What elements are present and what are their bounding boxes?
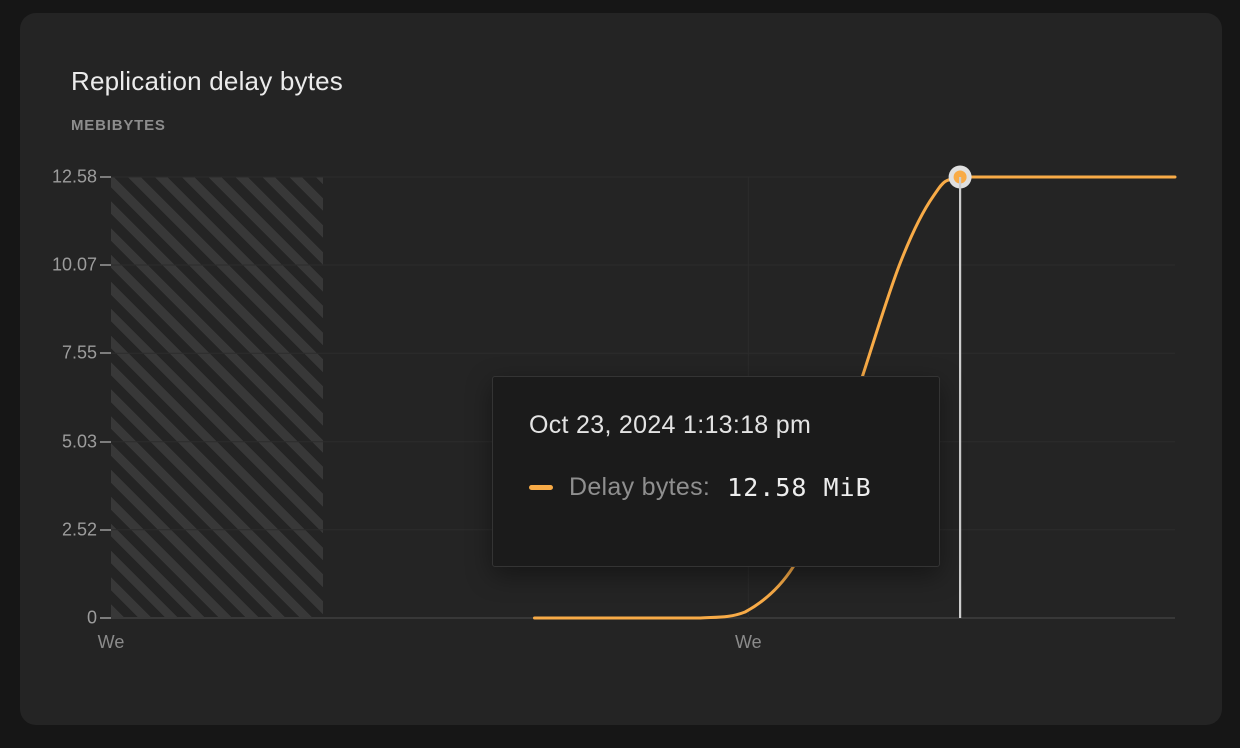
y-tick-mark	[100, 617, 111, 619]
x-tick-label: We	[734, 632, 762, 652]
y-tick-label: 7.55	[61, 342, 97, 363]
plot-area[interactable]	[111, 165, 1177, 620]
series-color-dash-icon	[529, 485, 553, 490]
y-tick-label: 10.07	[51, 254, 97, 275]
y-tick-label: 0	[86, 607, 97, 628]
y-tick-mark	[100, 528, 111, 531]
x-tick-label: We	[97, 632, 125, 652]
y-tick-label: 5.03	[61, 431, 97, 452]
tooltip-series-value: 12.58 MiB	[727, 473, 872, 502]
tooltip-series-row: Delay bytes: 12.58 MiB	[529, 473, 903, 502]
y-tick-mark	[100, 176, 111, 178]
y-tick-label: 12.58	[51, 166, 97, 187]
no-data-hatch-region	[111, 177, 323, 617]
y-tick-label: 2.52	[61, 519, 97, 540]
chart-tooltip: Oct 23, 2024 1:13:18 pm Delay bytes: 12.…	[492, 376, 940, 567]
y-tick-mark	[100, 440, 111, 443]
y-tick-mark	[100, 352, 111, 355]
chart-title: Replication delay bytes	[71, 66, 343, 96]
tooltip-series-label: Delay bytes:	[569, 473, 711, 501]
chart-card: Replication delay bytes MEBIBYTES 12.58 …	[20, 13, 1222, 725]
y-tick-mark	[100, 263, 111, 266]
tooltip-timestamp: Oct 23, 2024 1:13:18 pm	[529, 411, 812, 439]
chart-unit-label: MEBIBYTES	[71, 117, 166, 134]
